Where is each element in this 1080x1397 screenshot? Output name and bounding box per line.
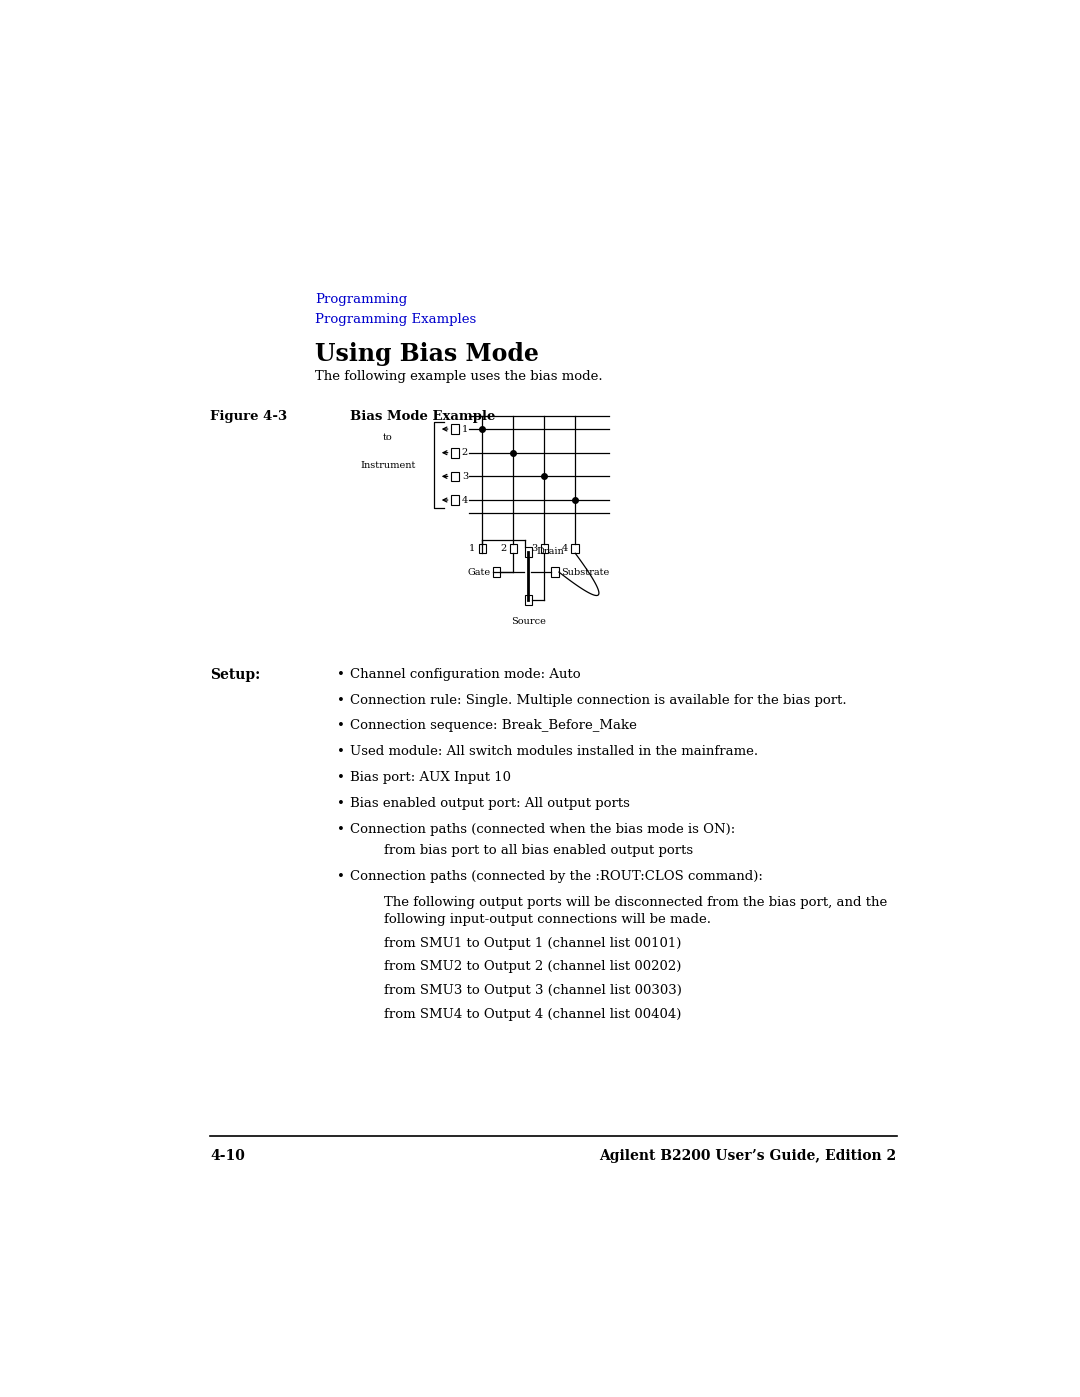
Text: Connection rule: Single. Multiple connection is available for the bias port.: Connection rule: Single. Multiple connec…	[350, 694, 847, 707]
Text: to: to	[383, 433, 393, 441]
Text: •: •	[337, 745, 345, 759]
Text: 2: 2	[462, 448, 468, 457]
Text: from SMU1 to Output 1 (channel list 00101): from SMU1 to Output 1 (channel list 0010…	[383, 937, 681, 950]
Text: •: •	[337, 694, 345, 707]
Text: Used module: All switch modules installed in the mainframe.: Used module: All switch modules installe…	[350, 745, 758, 759]
Bar	[478, 543, 486, 553]
Text: Connection paths (connected when the bias mode is ON):: Connection paths (connected when the bia…	[350, 823, 735, 835]
Text: 4-10: 4-10	[211, 1148, 245, 1162]
Text: 3: 3	[462, 472, 468, 481]
Text: •: •	[337, 796, 345, 810]
Bar	[451, 495, 459, 504]
Bar	[510, 543, 517, 553]
Text: Gate: Gate	[468, 567, 490, 577]
Bar	[525, 595, 532, 605]
Bar	[552, 567, 559, 577]
Bar	[451, 425, 459, 434]
Text: Setup:: Setup:	[211, 668, 260, 682]
Text: Using Bias Mode: Using Bias Mode	[315, 342, 539, 366]
Text: Instrument: Instrument	[360, 461, 416, 471]
Text: from SMU2 to Output 2 (channel list 00202): from SMU2 to Output 2 (channel list 0020…	[383, 960, 681, 974]
Text: Source: Source	[511, 616, 545, 626]
Text: from SMU3 to Output 3 (channel list 00303): from SMU3 to Output 3 (channel list 0030…	[383, 983, 681, 997]
Text: Agilent B2200 User’s Guide, Edition 2: Agilent B2200 User’s Guide, Edition 2	[599, 1148, 896, 1162]
Bar	[525, 546, 532, 556]
Text: following input-output connections will be made.: following input-output connections will …	[383, 914, 711, 926]
Text: •: •	[337, 823, 345, 835]
Text: The following example uses the bias mode.: The following example uses the bias mode…	[315, 370, 603, 383]
Text: Programming Examples: Programming Examples	[315, 313, 476, 326]
Bar	[451, 472, 459, 481]
Text: Substrate: Substrate	[562, 567, 610, 577]
Text: Connection sequence: Break_Before_Make: Connection sequence: Break_Before_Make	[350, 719, 637, 732]
Text: 2: 2	[500, 543, 507, 553]
Text: Programming: Programming	[315, 293, 407, 306]
Text: •: •	[337, 870, 345, 883]
Text: 4: 4	[462, 496, 468, 504]
Text: 1: 1	[469, 543, 475, 553]
Text: Drain: Drain	[537, 548, 564, 556]
Text: •: •	[337, 771, 345, 784]
Text: from bias port to all bias enabled output ports: from bias port to all bias enabled outpu…	[383, 844, 692, 858]
Text: Bias Mode Example: Bias Mode Example	[350, 409, 496, 423]
Bar	[571, 543, 579, 553]
Text: Channel configuration mode: Auto: Channel configuration mode: Auto	[350, 668, 581, 680]
Text: 3: 3	[531, 543, 537, 553]
Bar	[540, 543, 548, 553]
Text: 1: 1	[462, 425, 468, 433]
Bar	[451, 448, 459, 458]
Text: Figure 4-3: Figure 4-3	[211, 409, 287, 423]
Text: •: •	[337, 719, 345, 732]
Text: Bias enabled output port: All output ports: Bias enabled output port: All output por…	[350, 796, 630, 810]
Text: Connection paths (connected by the :ROUT:CLOS command):: Connection paths (connected by the :ROUT…	[350, 870, 762, 883]
Text: 4: 4	[562, 543, 568, 553]
Text: The following output ports will be disconnected from the bias port, and the: The following output ports will be disco…	[383, 895, 887, 909]
Text: Bias port: AUX Input 10: Bias port: AUX Input 10	[350, 771, 511, 784]
Text: •: •	[337, 668, 345, 680]
Text: from SMU4 to Output 4 (channel list 00404): from SMU4 to Output 4 (channel list 0040…	[383, 1007, 681, 1021]
Bar	[492, 567, 500, 577]
